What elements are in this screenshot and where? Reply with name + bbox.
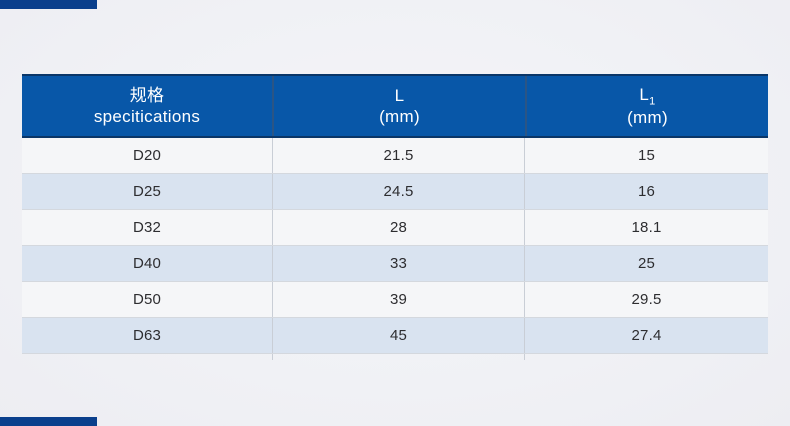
l1-cell: 18.1 — [524, 210, 768, 245]
l1-cell: 15 — [524, 138, 768, 173]
header-l-unit: (mm) — [379, 107, 420, 126]
spec-cell: D32 — [132, 219, 162, 236]
bottom-left-accent-bar — [0, 417, 97, 426]
header-spec-column: 规格 specitications — [22, 76, 272, 136]
top-left-accent-bar — [0, 0, 97, 9]
header-spec-cn: 规格 — [129, 86, 165, 105]
header-l1-label: L1 — [639, 84, 656, 108]
header-l1-subscript: 1 — [649, 95, 656, 108]
spec-cell: D25 — [132, 183, 162, 200]
l1-cell: 27.4 — [524, 318, 768, 353]
table-row-d40: D40 33 25 — [22, 246, 768, 282]
header-l1-column: L1 (mm) — [525, 76, 768, 136]
table-row-d50: D50 39 29.5 — [22, 282, 768, 318]
spec-cell: D63 — [132, 327, 162, 344]
l-cell: 21.5 — [272, 138, 524, 173]
l-cell: 39 — [272, 282, 524, 317]
spec-cell: D20 — [132, 147, 162, 164]
spec-cell: D40 — [132, 255, 162, 272]
header-l-label: L — [394, 86, 405, 105]
table-row-d32: D32 28 18.1 — [22, 210, 768, 246]
header-l1-unit: (mm) — [627, 108, 668, 128]
header-l-column: L (mm) — [272, 76, 525, 136]
l-cell: 24.5 — [272, 174, 524, 209]
l1-cell: 29.5 — [524, 282, 768, 317]
l1-cell: 16 — [524, 174, 768, 209]
l-cell: 33 — [272, 246, 524, 281]
header-spec-en: specitications — [93, 107, 201, 126]
l1-cell: 25 — [524, 246, 768, 281]
table-row-d20: D20 21.5 15 — [22, 138, 768, 174]
column-line-stub — [524, 354, 525, 360]
specifications-table: 规格 specitications L (mm) L1 (mm) D20 21.… — [22, 74, 768, 360]
table-row-d63: D63 45 27.4 — [22, 318, 768, 354]
table-header-row: 规格 specitications L (mm) L1 (mm) — [22, 74, 768, 138]
spec-cell: D50 — [132, 291, 162, 308]
l-cell: 45 — [272, 318, 524, 353]
table-row-d25: D25 24.5 16 — [22, 174, 768, 210]
l-cell: 28 — [272, 210, 524, 245]
column-line-stub — [272, 354, 273, 360]
